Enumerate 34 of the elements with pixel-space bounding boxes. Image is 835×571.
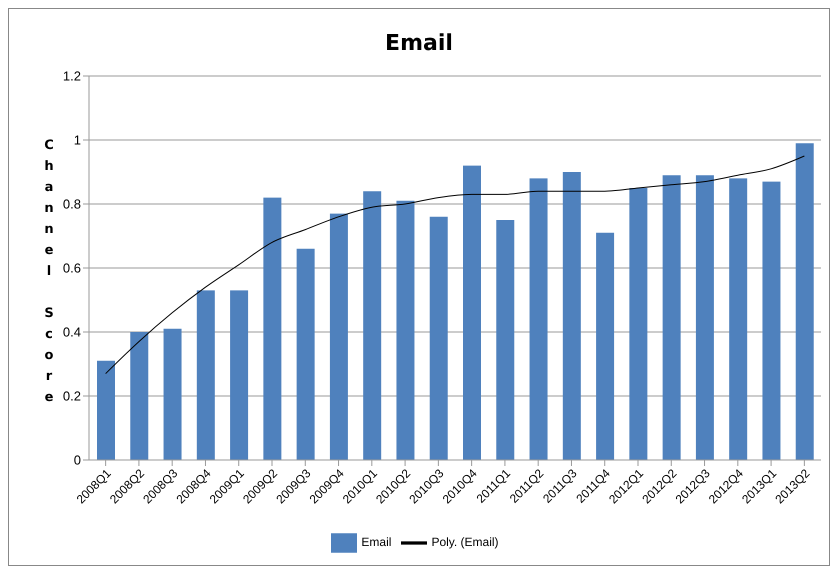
bar <box>662 175 681 460</box>
bar <box>396 200 414 460</box>
bar <box>596 232 614 460</box>
line-series <box>105 156 805 374</box>
bar <box>130 332 148 460</box>
bar <box>463 166 481 460</box>
bar <box>696 175 714 460</box>
bar <box>164 328 182 460</box>
y-tick-label: 0.2 <box>62 388 81 404</box>
bar <box>496 220 514 460</box>
y-tick-label: 0.6 <box>62 260 81 276</box>
text: Channel Score <box>44 138 54 405</box>
y-tick-label: 0.4 <box>62 324 81 340</box>
y-tick-label: 1.2 <box>62 68 81 84</box>
y-tick-label: 0 <box>74 452 81 468</box>
bar <box>230 290 248 460</box>
bar <box>296 248 315 460</box>
bar <box>562 172 581 460</box>
bar <box>762 182 780 460</box>
bar <box>97 360 115 460</box>
bar <box>430 216 448 460</box>
bar <box>530 178 548 460</box>
chart-title: Email <box>384 31 454 58</box>
bar <box>330 214 348 460</box>
y-tick-label: 1 <box>74 132 81 148</box>
y-tick-label: 0.8 <box>62 196 81 212</box>
bar <box>263 198 282 460</box>
bar <box>629 188 648 460</box>
bar <box>729 178 748 460</box>
bar <box>363 191 382 460</box>
bar <box>196 290 215 460</box>
legend-label: Poly. (Email) <box>431 535 499 550</box>
bar <box>796 143 814 460</box>
legend-label: Email <box>361 535 392 550</box>
